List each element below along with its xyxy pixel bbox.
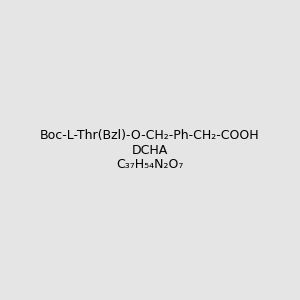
Text: Boc-L-Thr(Bzl)-O-CH₂-Ph-CH₂-COOH
DCHA
C₃₇H₅₄N₂O₇: Boc-L-Thr(Bzl)-O-CH₂-Ph-CH₂-COOH DCHA C₃… xyxy=(40,128,260,172)
